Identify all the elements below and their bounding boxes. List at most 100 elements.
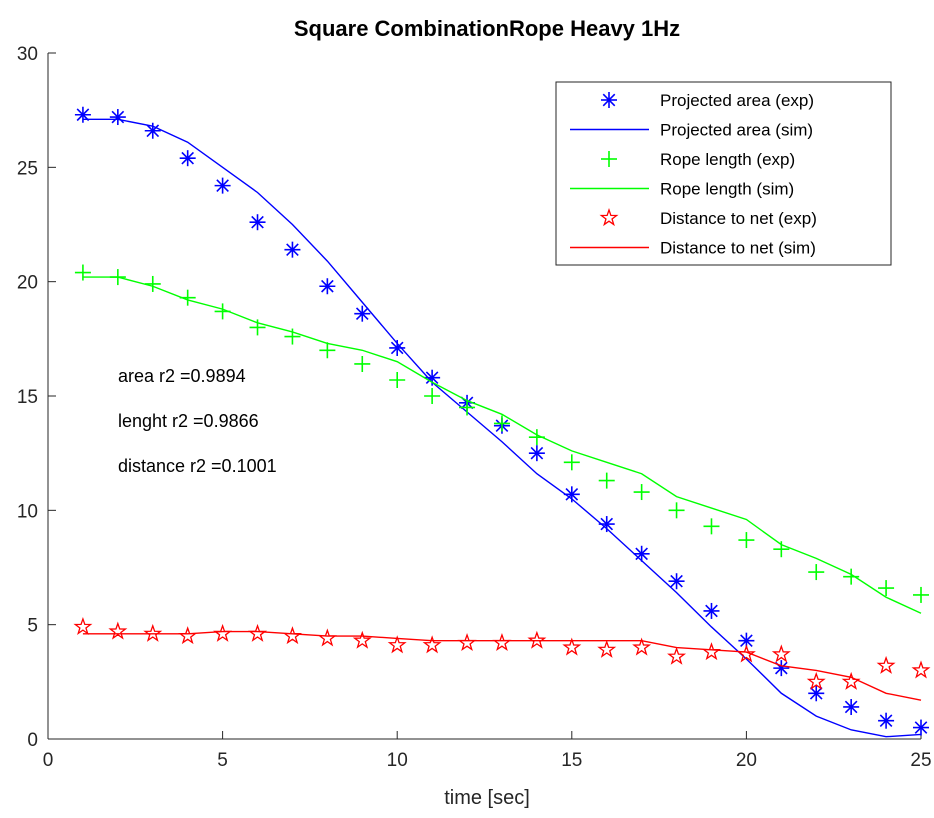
legend-item-2: Rope length (exp) (601, 150, 795, 169)
data-point-2-6 (284, 328, 301, 345)
data-point-0-17 (668, 573, 685, 590)
x-tick-label-10: 10 (387, 750, 408, 771)
data-point-0-8 (354, 305, 371, 322)
data-point-2-14 (563, 454, 580, 471)
data-point-4-23 (876, 655, 896, 674)
series-1 (82, 118, 922, 738)
y-tick-label-10: 10 (17, 501, 38, 522)
x-tick-label-15: 15 (561, 750, 582, 771)
data-point-4-10 (422, 635, 442, 654)
data-point-4-5 (248, 623, 268, 642)
data-point-0-23 (878, 712, 895, 729)
data-point-0-22 (843, 698, 860, 715)
data-point-0-2 (144, 122, 161, 139)
legend-label-1: Projected area (sim) (660, 121, 813, 140)
data-point-0-6 (284, 241, 301, 258)
data-point-4-0 (73, 616, 93, 636)
data-point-4-20 (771, 644, 791, 663)
data-point-2-7 (319, 342, 336, 359)
data-point-2-0 (74, 264, 91, 281)
data-point-2-20 (773, 541, 790, 558)
data-point-2-15 (598, 472, 615, 489)
data-point-2-11 (459, 399, 476, 416)
data-point-2-12 (493, 415, 510, 432)
data-point-4-2 (143, 623, 163, 642)
series-3 (82, 276, 922, 614)
annotations: area r2 =0.9894 lenght r2 =0.9866 distan… (118, 366, 277, 476)
data-point-4-9 (387, 635, 407, 654)
axes: 0 5 10 15 20 25 0 5 10 15 20 25 30 (17, 44, 932, 771)
series-0 (74, 106, 929, 736)
data-point-0-0 (74, 106, 91, 123)
data-point-0-1 (109, 109, 126, 126)
legend-item-5: Distance to net (sim) (570, 239, 816, 258)
data-point-4-8 (352, 630, 372, 649)
chart-title: Square CombinationRope Heavy 1Hz (294, 16, 680, 41)
annotation-distance-r2: distance r2 =0.1001 (118, 456, 277, 476)
series-line-3 (82, 276, 922, 614)
data-point-4-11 (457, 632, 477, 652)
data-point-2-8 (354, 355, 371, 372)
data-point-2-16 (633, 484, 650, 501)
legend-swatch-2 (601, 151, 617, 167)
data-point-2-21 (808, 564, 825, 581)
data-point-4-14 (562, 637, 582, 656)
legend-box (555, 81, 892, 266)
legend-swatch-4 (599, 208, 619, 227)
data-point-4-1 (108, 621, 128, 640)
series-line-1 (82, 118, 922, 738)
y-tick-label-20: 20 (17, 273, 38, 294)
data-point-4-15 (597, 639, 617, 658)
data-point-2-23 (878, 580, 895, 597)
plot-area (73, 106, 931, 738)
data-point-2-5 (249, 319, 266, 336)
data-point-2-9 (389, 371, 406, 388)
data-point-4-12 (492, 632, 512, 652)
data-point-0-5 (249, 214, 266, 231)
legend-label-5: Distance to net (sim) (660, 239, 816, 258)
data-point-0-19 (738, 632, 755, 649)
data-point-4-4 (213, 623, 233, 642)
data-point-4-13 (527, 630, 547, 649)
data-point-2-17 (668, 502, 685, 519)
data-point-0-24 (913, 719, 929, 736)
y-tick-label-30: 30 (17, 44, 38, 65)
data-point-0-13 (528, 445, 545, 462)
legend-swatch-0 (601, 92, 617, 108)
legend-item-0: Projected area (exp) (601, 91, 814, 110)
data-point-0-7 (319, 278, 336, 295)
x-tick-label-25: 25 (910, 750, 931, 771)
data-point-4-24 (911, 660, 931, 679)
series-5 (82, 630, 922, 701)
legend-item-4: Distance to net (exp) (599, 208, 817, 228)
data-point-2-24 (913, 586, 929, 603)
x-tick-label-5: 5 (217, 750, 228, 771)
data-point-0-3 (179, 150, 196, 167)
data-point-4-17 (667, 646, 687, 665)
data-point-2-22 (843, 568, 860, 585)
annotation-length-r2: lenght r2 =0.9866 (118, 411, 259, 431)
data-point-0-18 (703, 602, 720, 619)
legend-item-3: Rope length (sim) (570, 180, 794, 199)
data-point-0-10 (424, 369, 441, 386)
x-axis-label: time [sec] (444, 787, 530, 809)
legend-label-0: Projected area (exp) (660, 91, 814, 110)
annotation-area-r2: area r2 =0.9894 (118, 366, 246, 386)
legend-item-1: Projected area (sim) (570, 121, 813, 140)
y-tick-label-5: 5 (27, 616, 38, 637)
data-point-0-20 (773, 660, 790, 677)
data-point-4-6 (282, 626, 302, 645)
data-point-0-21 (808, 685, 825, 702)
data-point-4-18 (701, 642, 721, 661)
y-tick-label-0: 0 (27, 730, 38, 751)
data-point-2-10 (424, 388, 441, 404)
data-point-0-16 (633, 545, 650, 562)
x-tick-label-20: 20 (736, 750, 757, 771)
legend-label-2: Rope length (exp) (660, 150, 795, 169)
legend-label-4: Distance to net (exp) (660, 209, 817, 228)
data-point-0-4 (214, 177, 231, 194)
x-tick-label-0: 0 (43, 750, 54, 771)
data-point-4-16 (632, 637, 652, 656)
series-4 (73, 616, 931, 690)
